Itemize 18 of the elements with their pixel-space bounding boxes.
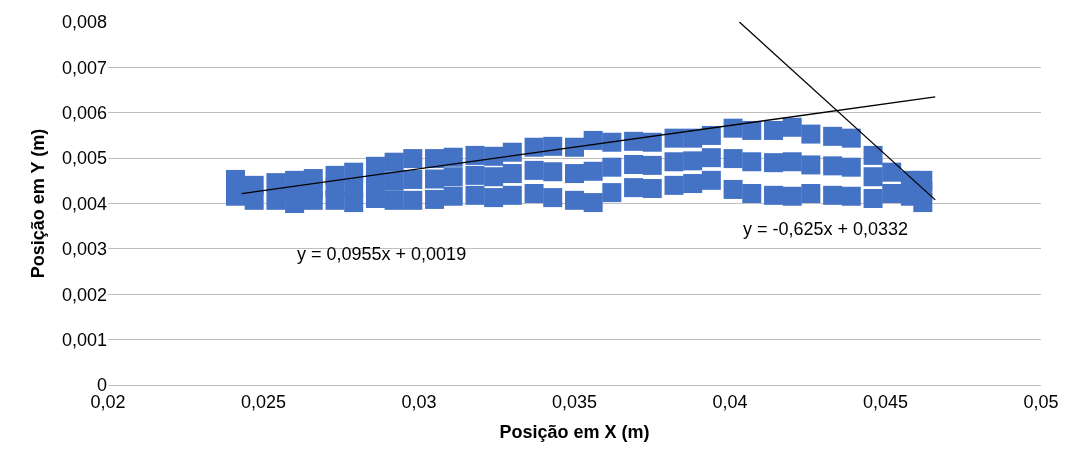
x-tick-label: 0,035 xyxy=(551,391,598,412)
y-tick-label: 0,007 xyxy=(61,57,107,78)
y-axis-title: Posição em Y (m) xyxy=(28,128,49,279)
y-tick-label: 0,002 xyxy=(61,284,107,305)
annotation: y = 0,0955x + 0,0019 xyxy=(297,244,467,264)
x-tick-label: 0,03 xyxy=(401,391,437,412)
x-tick-label: 0,045 xyxy=(862,391,909,412)
y-tick-label: 0,003 xyxy=(61,239,107,260)
y-tick-label: 0,006 xyxy=(61,103,107,124)
x-axis-title: Posição em X (m) xyxy=(499,421,650,442)
x-tick-label: 0,05 xyxy=(1023,391,1059,412)
y-tick-label: 0,001 xyxy=(61,329,107,350)
x-tick-label: 0,04 xyxy=(712,391,748,412)
y-tick-label: 0,005 xyxy=(61,148,107,169)
y-tick-label: 0,008 xyxy=(61,12,107,33)
x-tick-label: 0,025 xyxy=(240,391,287,412)
y-tick-label: 0,004 xyxy=(61,193,107,214)
annotation: y = -0,625x + 0,0332 xyxy=(743,219,909,239)
